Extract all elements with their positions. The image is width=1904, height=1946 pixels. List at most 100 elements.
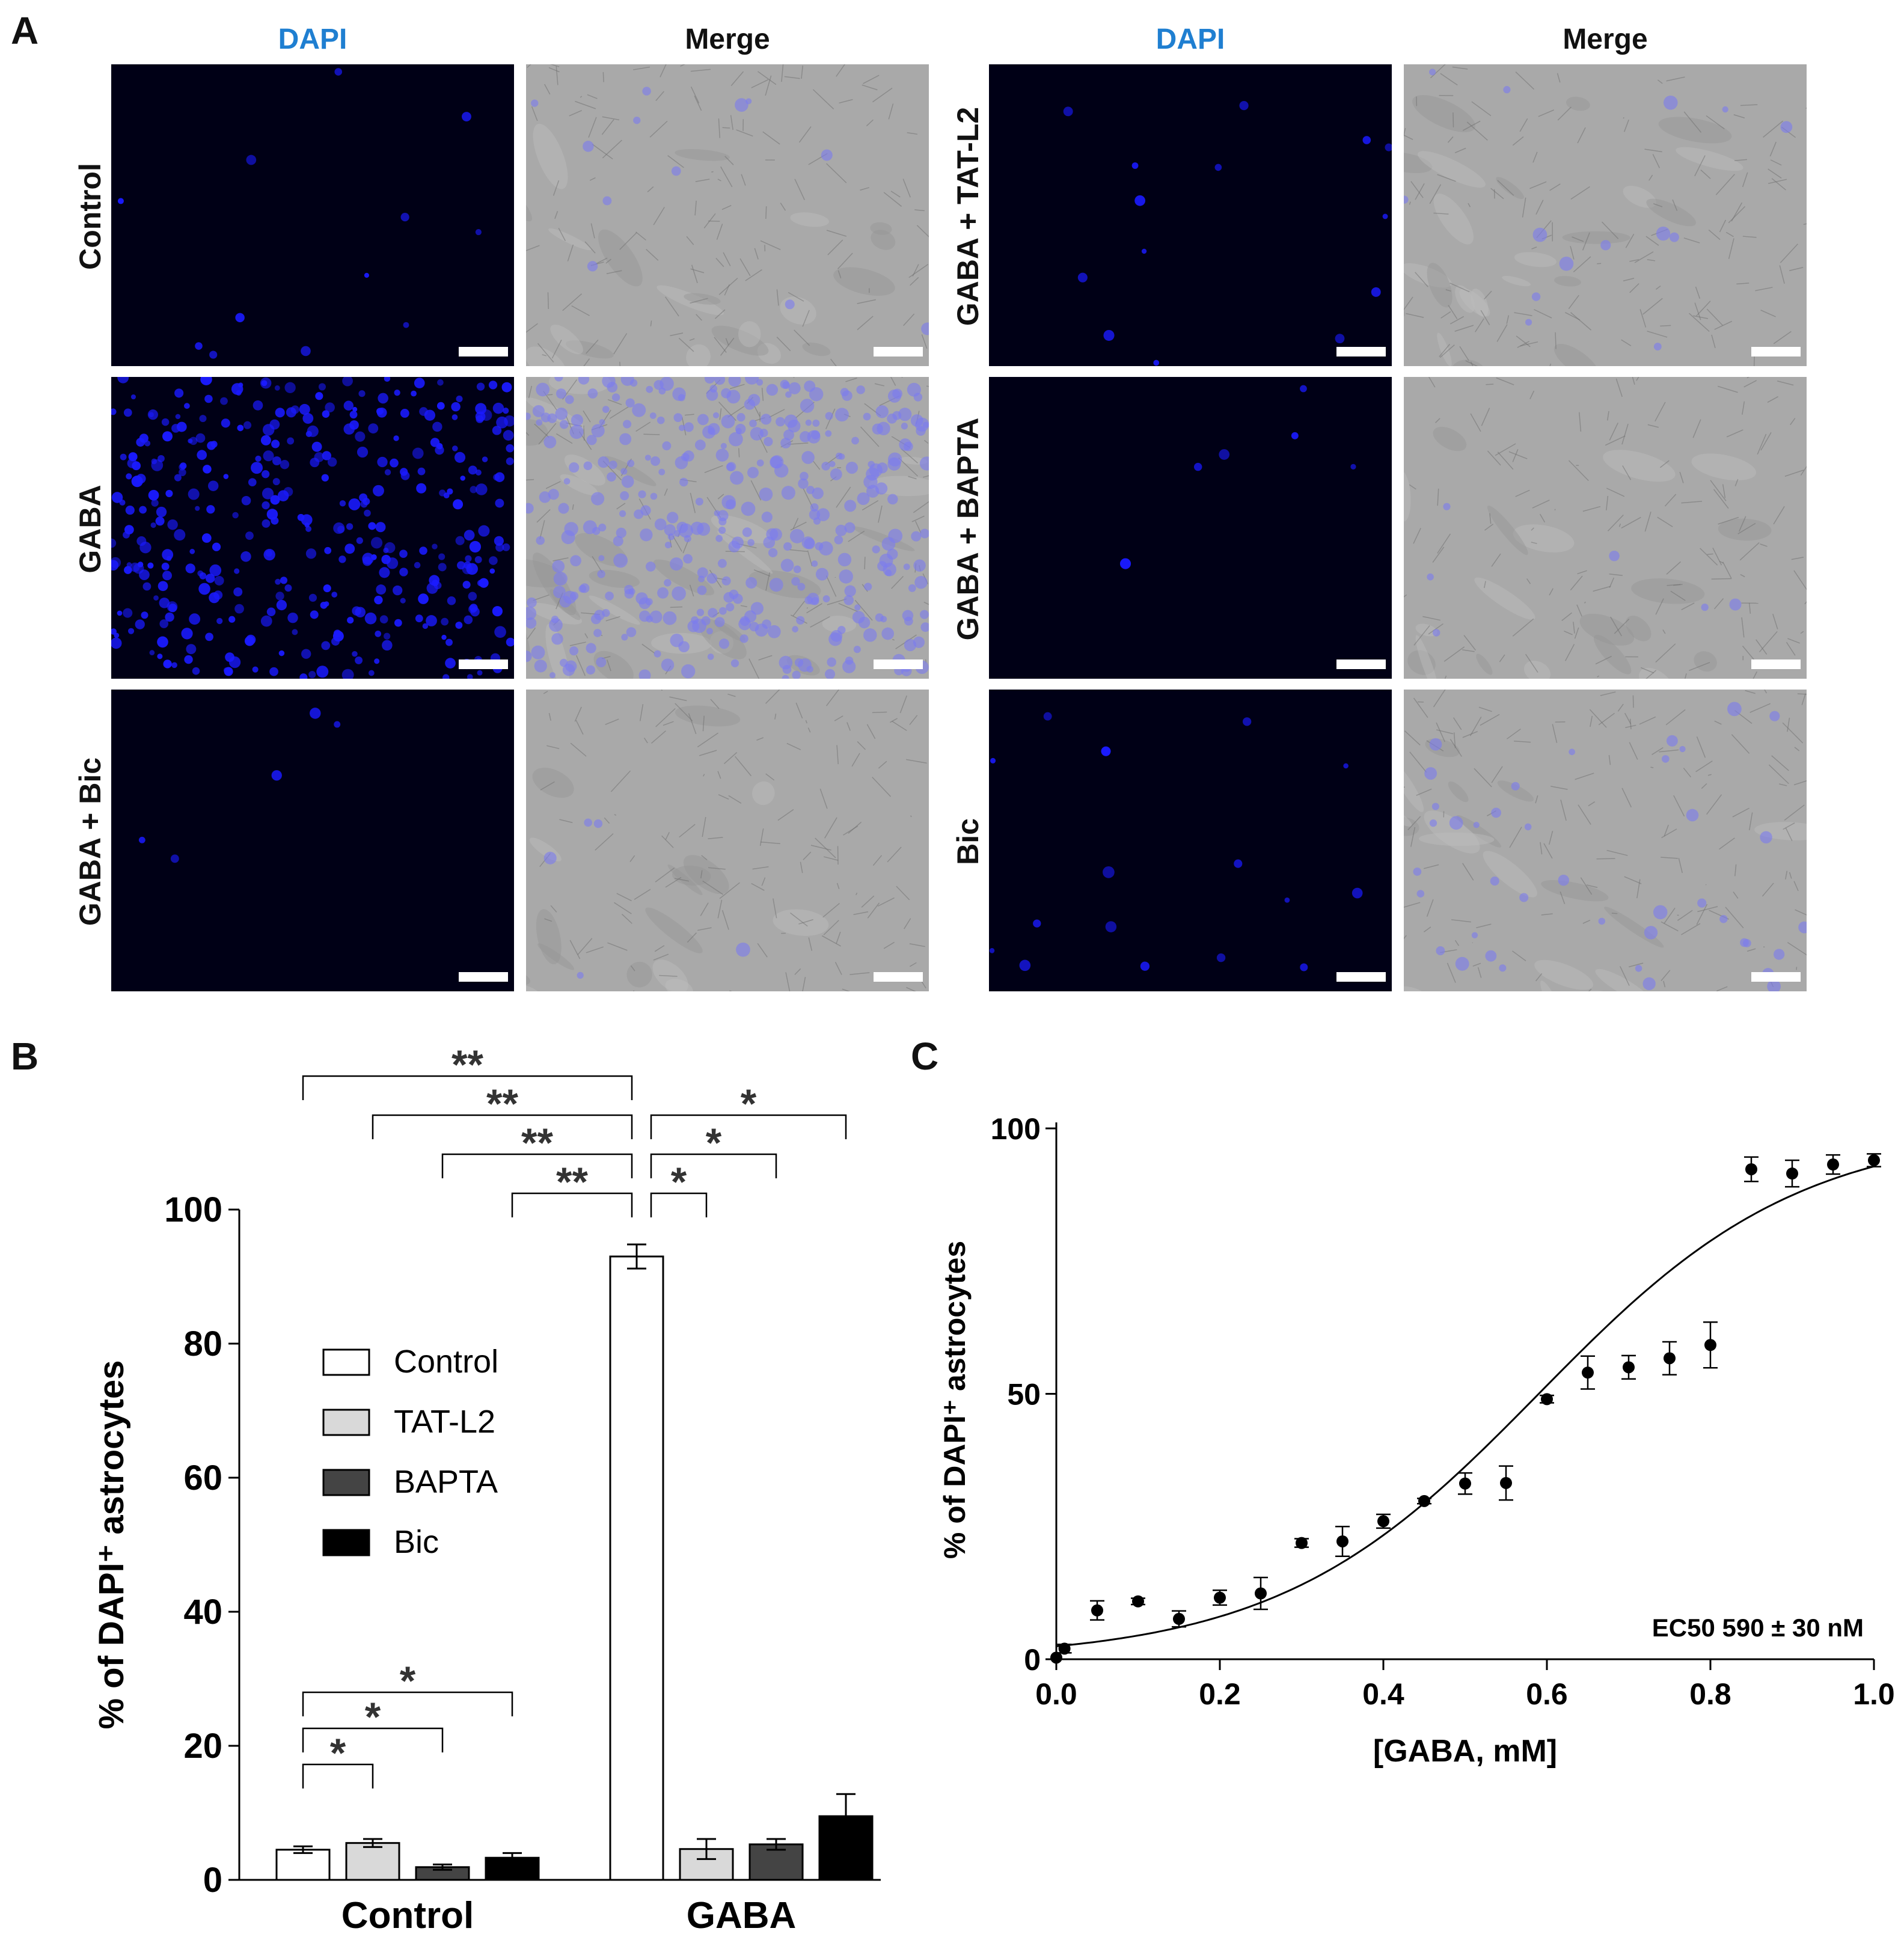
nucleus (441, 634, 447, 640)
nucleus (726, 462, 735, 471)
nucleus (684, 422, 694, 432)
nucleus (1656, 226, 1671, 241)
nucleus (1350, 464, 1356, 470)
nucleus (460, 476, 465, 481)
nucleus (1635, 965, 1642, 972)
nucleus (158, 454, 165, 462)
nucleus (1666, 735, 1678, 747)
nucleus (189, 613, 201, 625)
nucleus (776, 417, 785, 427)
nucleus (111, 492, 123, 503)
nucleus (858, 616, 871, 629)
nucleus (346, 523, 354, 530)
nucleus (260, 377, 272, 389)
nucleus (584, 818, 592, 827)
nucleus (621, 475, 634, 488)
nucleus (445, 638, 453, 646)
nucleus (1119, 558, 1131, 569)
significance-bracket (302, 1727, 444, 1752)
nucleus (162, 571, 172, 581)
nucleus (476, 382, 485, 391)
error-bar (433, 1863, 452, 1871)
nucleus (780, 438, 791, 448)
nucleus (816, 508, 830, 521)
merge-overlay (1404, 377, 1807, 679)
nucleus (261, 470, 270, 479)
x-category-label: GABA (687, 1895, 797, 1936)
nucleus (863, 628, 877, 642)
nucleus (728, 432, 743, 447)
error-bar (1417, 1498, 1431, 1505)
nucleus (192, 667, 200, 675)
legend-swatch (322, 1469, 370, 1496)
nucleus (769, 578, 783, 592)
nucleus (625, 398, 635, 408)
nucleus (1609, 550, 1620, 561)
nucleus (111, 408, 117, 415)
error-bar (1131, 1597, 1145, 1606)
nucleus (248, 478, 257, 487)
nucleus (464, 530, 475, 541)
nucleus (503, 407, 509, 414)
nucleus (165, 612, 174, 622)
nucleus (443, 492, 450, 499)
significance-bracket (302, 1075, 633, 1100)
nucleus (1769, 711, 1780, 721)
error-bar (1213, 1589, 1227, 1606)
nucleus (342, 377, 353, 387)
panel-letter-c: C (911, 1035, 939, 1078)
nucleus (266, 607, 276, 617)
nucleus (260, 615, 272, 627)
nucleus (253, 400, 263, 411)
nucleus (1644, 926, 1658, 940)
data-point (1541, 1393, 1553, 1406)
error-bar (503, 1852, 522, 1864)
nucleus (1722, 106, 1728, 113)
dapi-image-gaba-bapta (989, 377, 1392, 679)
nucleus (887, 548, 898, 560)
nucleus (844, 585, 856, 597)
nucleus (556, 388, 566, 399)
nucleus (1491, 807, 1501, 818)
y-tick-label: 80 (183, 1324, 222, 1363)
nucleus (262, 488, 274, 500)
data-point (1623, 1361, 1635, 1374)
nucleus (1600, 240, 1611, 251)
nucleus (749, 420, 757, 427)
nucleus (1686, 809, 1699, 822)
nucleus (694, 439, 706, 451)
nucleus (462, 581, 471, 589)
nucleus (531, 645, 545, 659)
nucleus (489, 568, 495, 574)
nucleus (730, 471, 744, 485)
nucleus (364, 509, 371, 517)
nucleus (349, 411, 358, 419)
nucleus (596, 656, 607, 668)
nucleus (199, 415, 207, 423)
nucleus (1134, 195, 1146, 206)
nucleus (400, 598, 406, 604)
nucleus (422, 623, 429, 629)
nucleus (117, 198, 124, 204)
nucleus (468, 592, 477, 601)
nucleus (683, 450, 694, 462)
nucleus (352, 406, 358, 412)
nucleus (149, 650, 155, 656)
dapi-stain (111, 690, 514, 991)
significance-label: * (365, 1694, 381, 1740)
nucleus (1043, 712, 1052, 721)
nucleus (851, 436, 859, 445)
nucleus (714, 377, 726, 385)
significance-bracket (302, 1691, 513, 1716)
nucleus (393, 585, 403, 596)
nucleus (835, 524, 847, 536)
nucleus (619, 510, 626, 518)
nucleus (844, 500, 857, 512)
nucleus (376, 407, 387, 418)
nucleus (739, 634, 748, 643)
nucleus (728, 540, 741, 552)
nucleus (913, 393, 923, 402)
nucleus (717, 558, 727, 568)
nucleus (447, 596, 456, 605)
nucleus (1033, 919, 1041, 928)
